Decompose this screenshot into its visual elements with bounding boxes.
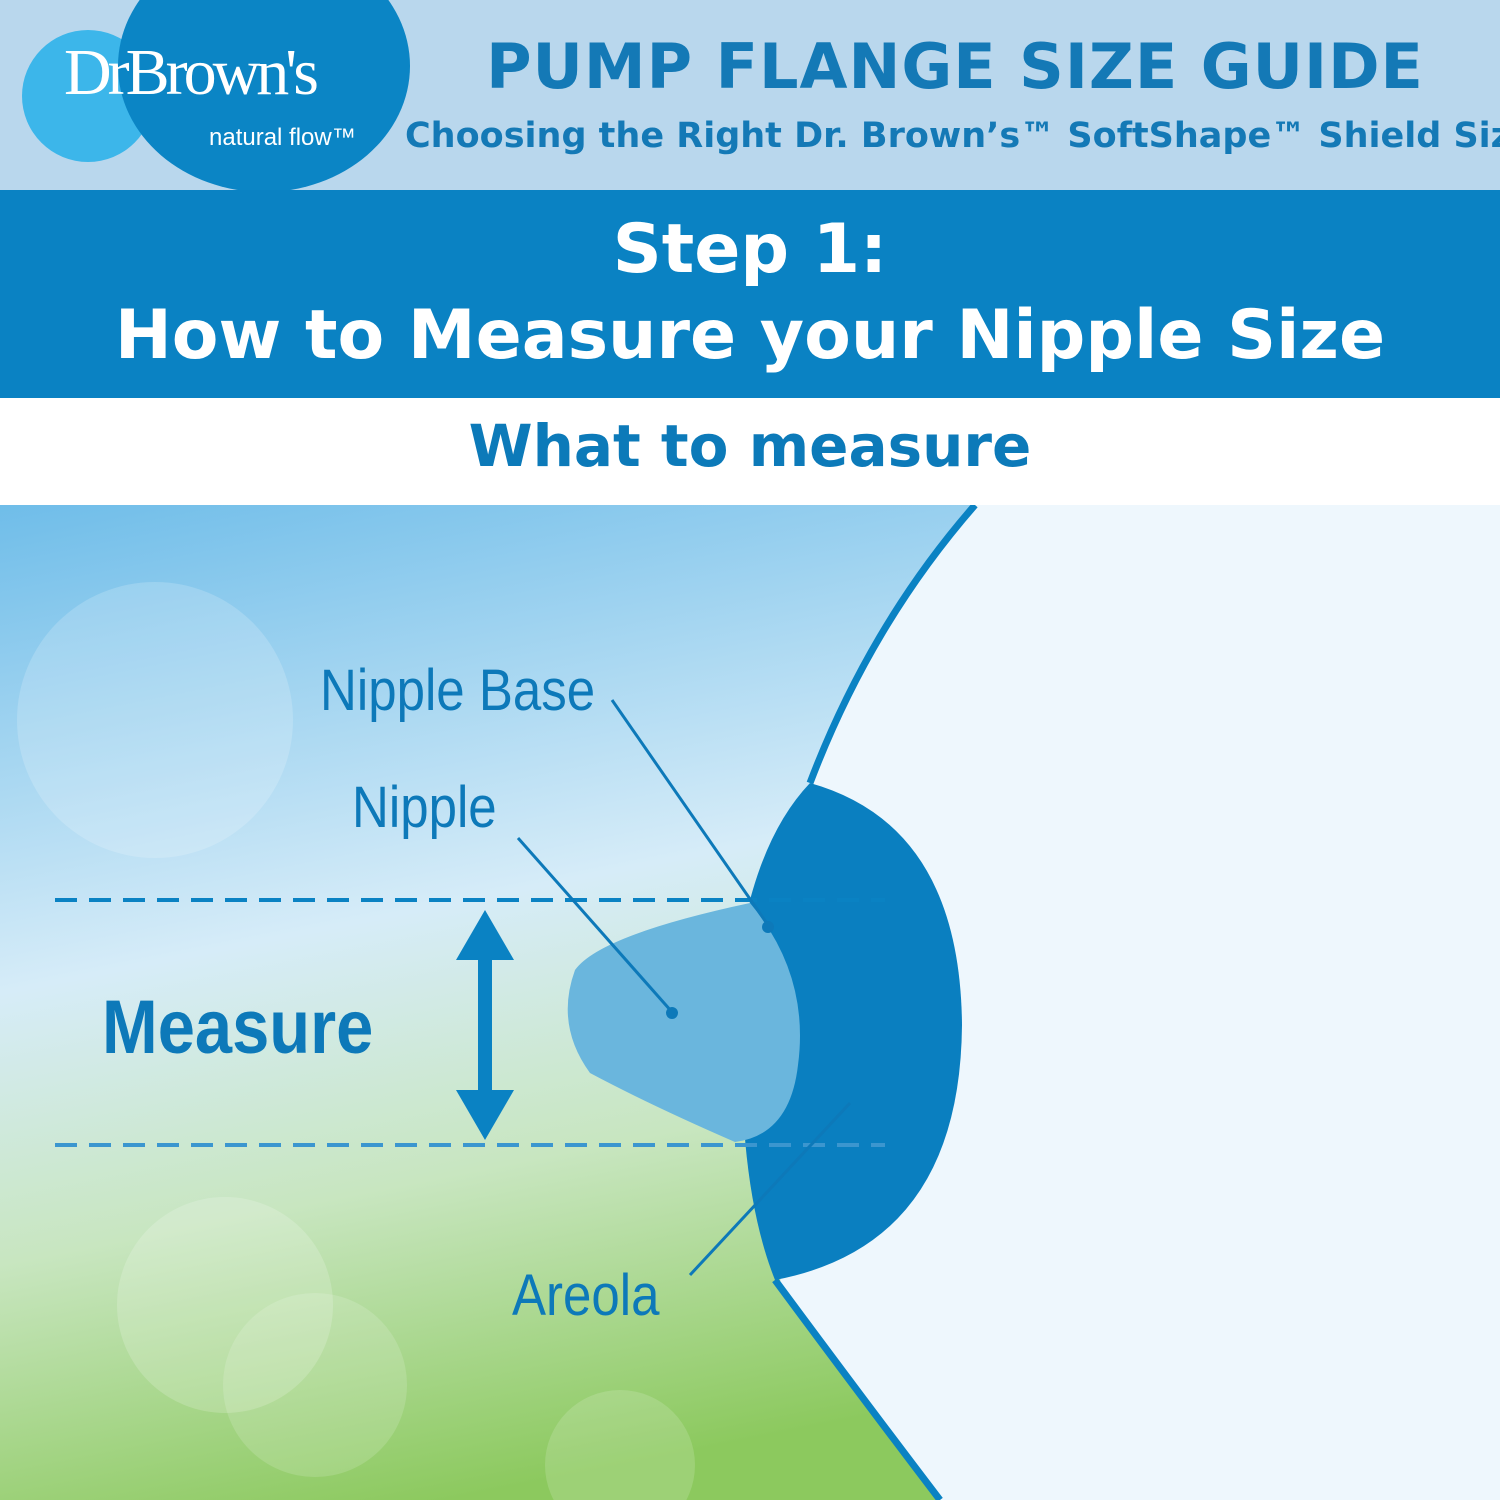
step-banner: Step 1: How to Measure your Nipple Size (0, 190, 1500, 398)
logo-circle-large (118, 0, 410, 190)
logo-text: DrBrown's (64, 36, 319, 109)
areola-shape (741, 783, 962, 1280)
step-title: How to Measure your Nipple Size (114, 296, 1386, 375)
step-number: Step 1: (612, 210, 888, 289)
breast-outline (806, 505, 978, 785)
header: DrBrown's natural flow™ PUMP FLANGE SIZE… (0, 0, 1500, 190)
page-subtitle: Choosing the Right Dr. Brown’s™ SoftShap… (405, 116, 1500, 156)
nipple-diagram: Nipple Base Nipple Measure Areola (0, 505, 1500, 1500)
bokeh-circle (17, 582, 293, 858)
bokeh-circle (117, 1197, 333, 1413)
breast-outline (772, 1277, 943, 1500)
measure-label: Measure (102, 985, 373, 1070)
nipple-base-label: Nipple Base (320, 658, 595, 723)
double-arrow-icon (456, 910, 514, 1140)
nipple-label: Nipple (352, 775, 497, 840)
areola-pointer (688, 1101, 852, 1277)
nipple-base-pointer (610, 699, 770, 926)
bokeh-circle (545, 1390, 695, 1500)
areola-label: Areola (512, 1263, 660, 1328)
nipple-pointer (516, 837, 674, 1013)
nipple-base-dot (762, 921, 774, 933)
section-title: What to measure (468, 412, 1032, 480)
brand-logo: DrBrown's natural flow™ (64, 36, 356, 152)
bokeh-circle (223, 1293, 407, 1477)
nipple-dot (666, 1007, 678, 1019)
logo-subtext: natural flow™ (209, 124, 356, 151)
page-title: PUMP FLANGE SIZE GUIDE (486, 30, 1424, 103)
nipple-shape (567, 903, 800, 1142)
breast-shape (780, 505, 1500, 1500)
